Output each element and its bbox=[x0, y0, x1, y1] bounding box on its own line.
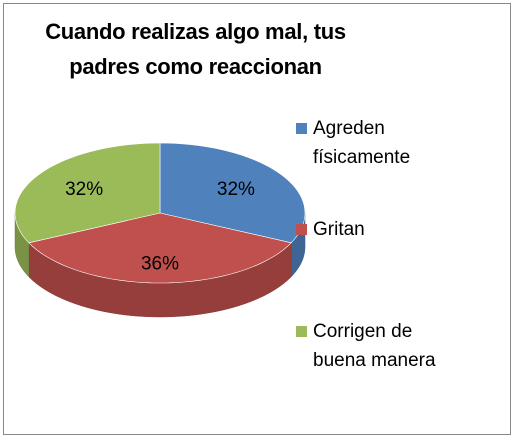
slice bbox=[14, 142, 161, 244]
legend-swatch bbox=[296, 123, 307, 134]
slice bbox=[28, 212, 292, 284]
data-label: 32% bbox=[65, 179, 103, 200]
chart-frame bbox=[3, 3, 511, 435]
legend-swatch bbox=[296, 326, 307, 337]
data-label: 36% bbox=[141, 253, 179, 274]
legend-swatch bbox=[296, 224, 307, 235]
legend-label: Gritan bbox=[313, 219, 365, 240]
data-label: 32% bbox=[217, 179, 255, 200]
slice bbox=[159, 142, 306, 244]
chart-title: Cuando realizas algo mal, tus padres com… bbox=[45, 19, 346, 79]
legend-label: Corrigen de buena manera bbox=[313, 321, 436, 371]
legend-label: Agreden físicamente bbox=[313, 118, 411, 168]
